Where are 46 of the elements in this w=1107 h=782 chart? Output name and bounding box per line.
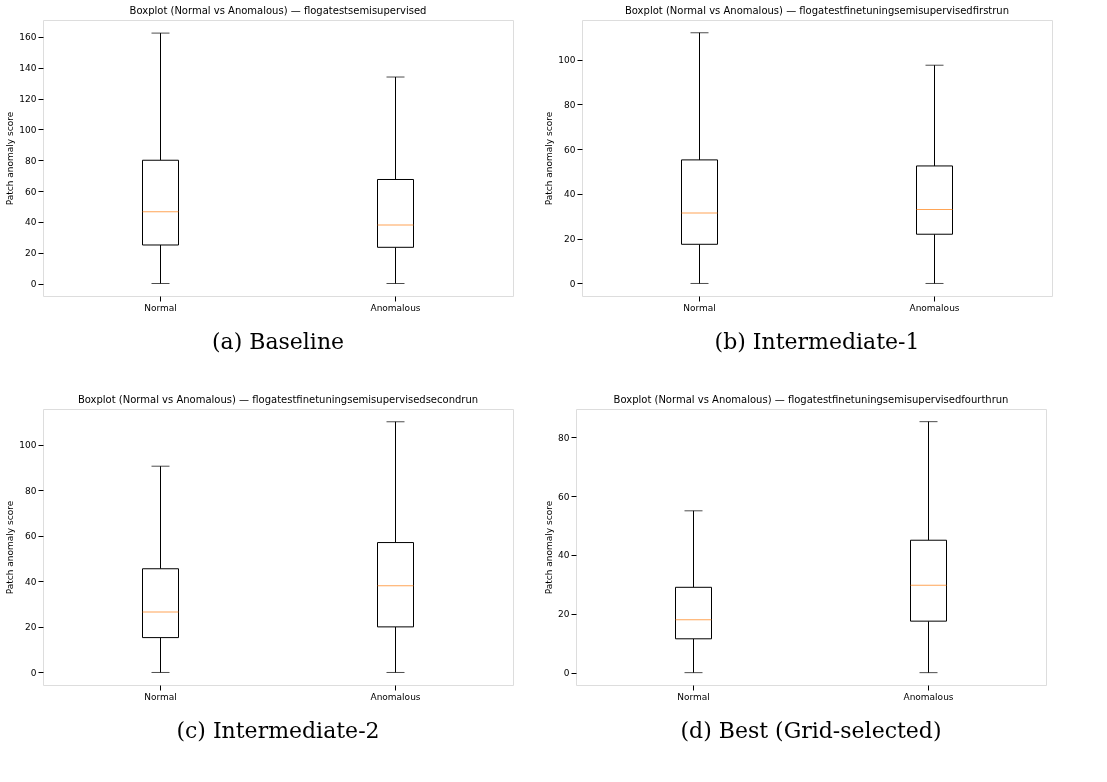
y-tick-label: 0 (30, 279, 37, 290)
x-tick-label: Anomalous (370, 691, 421, 702)
y-tick-label: 40 (25, 576, 37, 587)
y-tick-label: 0 (30, 667, 37, 678)
y-tick-label: 40 (564, 189, 576, 200)
text: (c) Intermediate-2 (176, 718, 380, 743)
x-tick-label: Normal (677, 691, 710, 702)
y-tick-label: 100 (19, 124, 37, 135)
x-tick-label: Normal (683, 302, 716, 313)
y-tick-label: 80 (25, 155, 37, 166)
y-tick-label: 20 (558, 609, 570, 620)
y-tick-label: 80 (564, 99, 576, 110)
y-tick-label: 40 (558, 550, 570, 561)
chart-title: Boxplot (Normal vs Anomalous) — flogatestfinetuningsemisupervisedsecondrun (77, 394, 479, 405)
y-tick-label: 120 (19, 94, 37, 105)
y-axis-title: Patch anomaly score (544, 111, 555, 206)
x-tick-label: Anomalous (370, 302, 421, 313)
y-tick-label: 80 (558, 432, 570, 443)
text: (b) Intermediate-1 (714, 329, 920, 354)
y-tick-label: 20 (25, 248, 37, 259)
y-tick-label: 140 (19, 63, 37, 74)
y-tick-label: 60 (25, 531, 37, 542)
x-tick-label: Normal (144, 302, 177, 313)
y-tick-label: 100 (19, 440, 37, 451)
y-tick-label: 60 (558, 491, 570, 502)
y-axis-title: Patch anomaly score (5, 500, 16, 595)
x-tick-label: Anomalous (903, 691, 954, 702)
y-tick-label: 40 (25, 217, 37, 228)
y-tick-label: 60 (25, 186, 37, 197)
chart-title: Boxplot (Normal vs Anomalous) — flogatestfinetuningsemisupervisedfourthrun (613, 394, 1009, 405)
y-tick-label: 0 (563, 668, 570, 679)
chart-title: Boxplot (Normal vs Anomalous) — flogatestfinetuningsemisupervisedfirstrun (624, 5, 1010, 16)
chart-title: Boxplot (Normal vs Anomalous) — flogatestsemisupervised (129, 5, 427, 16)
y-tick-label: 160 (19, 32, 37, 43)
y-tick-label: 20 (564, 234, 576, 245)
y-tick-label: 60 (564, 144, 576, 155)
text: (a) Baseline (211, 329, 345, 354)
y-tick-label: 20 (25, 622, 37, 633)
x-tick-label: Normal (144, 691, 177, 702)
y-tick-label: 80 (25, 485, 37, 496)
text: (d) Best (Grid-selected) (680, 718, 942, 743)
x-tick-label: Anomalous (909, 302, 960, 313)
y-axis-title: Patch anomaly score (5, 111, 16, 206)
y-tick-label: 0 (569, 278, 576, 289)
y-axis-title: Patch anomaly score (544, 500, 555, 595)
y-tick-label: 100 (558, 55, 576, 66)
